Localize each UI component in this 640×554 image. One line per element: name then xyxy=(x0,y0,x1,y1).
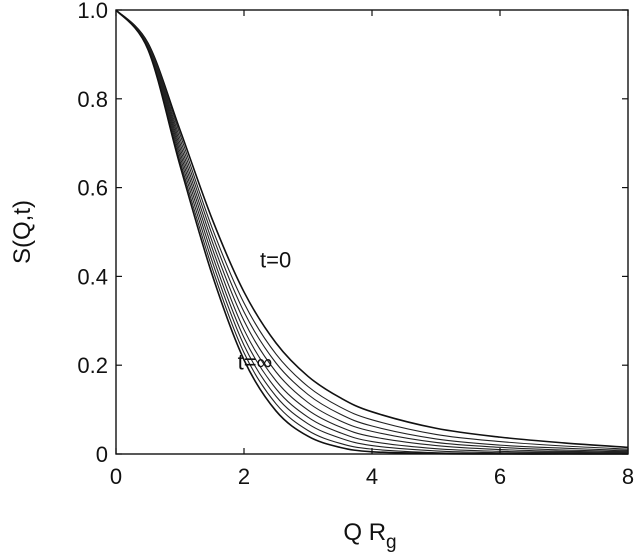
y-axis-label: S(Q,t) xyxy=(9,200,36,264)
plot-frame xyxy=(115,9,629,455)
y-tick-label: 0.2 xyxy=(77,353,108,378)
series-line-3 xyxy=(115,9,629,451)
y-tick-label: 0.8 xyxy=(77,87,108,112)
y-tick-label: 1.0 xyxy=(77,0,108,23)
x-axis-label: Q Rg xyxy=(343,519,396,553)
x-tick-label: 8 xyxy=(622,464,634,489)
series-line-5 xyxy=(115,9,629,453)
series-line-8 xyxy=(115,9,629,455)
x-axis-label-subscript: g xyxy=(386,532,397,553)
x-tick-label: 6 xyxy=(494,464,506,489)
series-line-6 xyxy=(115,9,629,454)
plot-border xyxy=(115,9,629,455)
y-tick-label: 0 xyxy=(96,442,108,467)
x-tick-label: 4 xyxy=(366,464,378,489)
y-tick-label: 0.6 xyxy=(77,176,108,201)
annotations: t=0 t=∞ xyxy=(238,248,292,375)
curves xyxy=(115,9,629,455)
x-tick-label: 2 xyxy=(238,464,250,489)
x-tick-label: 0 xyxy=(110,464,122,489)
series-line-4 xyxy=(115,9,629,452)
series-line-7 xyxy=(115,9,629,455)
annotation-tinf: t=∞ xyxy=(238,350,273,375)
series-line-2 xyxy=(115,9,629,450)
x-axis-ticks: 0 2 4 6 8 xyxy=(110,10,634,489)
annotation-t0: t=0 xyxy=(260,248,291,273)
series-line-1 xyxy=(115,9,629,449)
y-axis-ticks: 0 0.2 0.4 0.6 0.8 1.0 xyxy=(77,0,628,467)
x-axis-label-main: Q R xyxy=(343,519,386,546)
y-tick-label: 0.4 xyxy=(77,264,108,289)
series-line-9 xyxy=(115,9,628,455)
